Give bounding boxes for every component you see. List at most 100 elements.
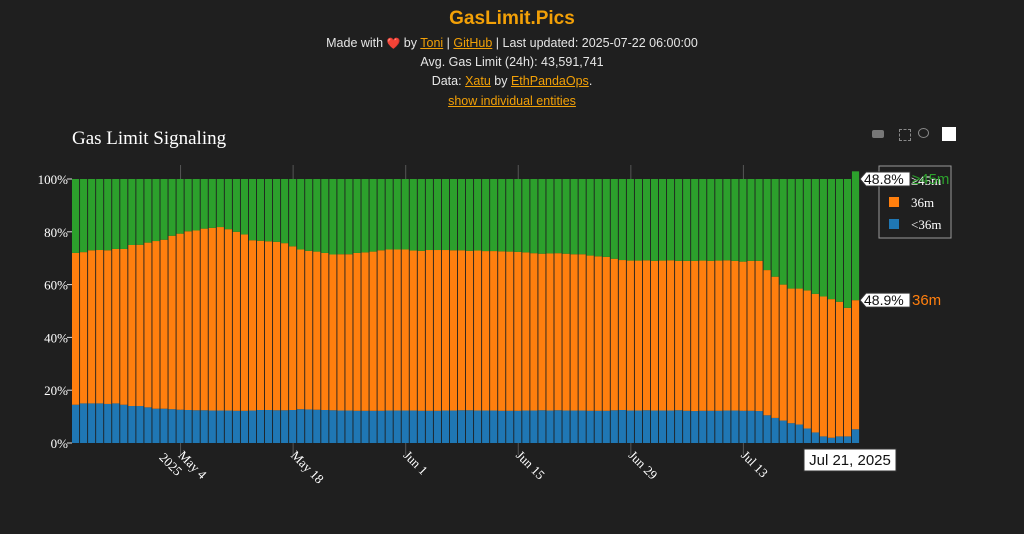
bar-below-36m: [128, 406, 136, 443]
bar-below-36m: [658, 410, 667, 443]
bar-below-36m: [811, 432, 819, 443]
x-tick-label: May 42025: [156, 439, 210, 493]
github-link[interactable]: GitHub: [453, 36, 493, 50]
box-select-icon[interactable]: [899, 129, 911, 141]
bar-36m: [449, 250, 458, 411]
bar-36m: [699, 260, 707, 411]
bar-below-36m: [361, 410, 369, 443]
bar-below-36m: [723, 410, 731, 443]
bar-36m: [88, 250, 96, 404]
hover-mid-label: 36m: [912, 292, 941, 309]
bar-below-36m: [835, 436, 844, 443]
bar-ge-45m: [650, 179, 659, 261]
bar-36m: [610, 258, 618, 411]
bar-below-36m: [506, 410, 514, 443]
bar-ge-45m: [691, 179, 699, 261]
bar-36m: [96, 250, 104, 404]
legend-swatch: [889, 219, 899, 229]
bar-ge-45m: [538, 179, 546, 254]
separator: |: [495, 36, 500, 50]
bar-36m: [248, 240, 257, 411]
bar-ge-45m: [546, 179, 554, 254]
bar-below-36m: [570, 410, 578, 443]
bar-ge-45m: [289, 179, 297, 247]
bar-36m: [208, 227, 216, 411]
bar-below-36m: [104, 403, 112, 443]
bar-36m: [739, 261, 747, 411]
x-tick-label: Jun 1: [401, 448, 431, 478]
bar-ge-45m: [602, 179, 610, 257]
bar-36m: [377, 250, 385, 411]
bar-below-36m: [618, 410, 626, 443]
bar-ge-45m: [112, 179, 120, 249]
bar-ge-45m: [329, 179, 337, 255]
xatu-link[interactable]: Xatu: [465, 74, 491, 88]
bar-36m: [562, 253, 570, 411]
show-individual-entities-link[interactable]: show individual entities: [448, 94, 576, 108]
bar-ge-45m: [642, 179, 651, 261]
bar-36m: [747, 260, 755, 411]
y-tick-label: 0%: [51, 436, 69, 451]
bar-below-36m: [409, 410, 417, 443]
lasso-icon[interactable]: [918, 128, 929, 138]
bar-36m: [530, 253, 538, 411]
bar-36m: [353, 252, 361, 411]
bar-below-36m: [763, 415, 771, 443]
bar-ge-45m: [835, 179, 844, 302]
bar-below-36m: [457, 410, 466, 443]
bar-36m: [650, 260, 659, 411]
bar-ge-45m: [393, 179, 401, 250]
bar-36m: [409, 250, 417, 411]
bar-ge-45m: [305, 179, 313, 251]
hover-top-value: 48.8%: [864, 171, 904, 187]
bar-below-36m: [112, 403, 120, 443]
bar-below-36m: [441, 410, 450, 443]
bar-36m: [136, 244, 144, 407]
bar-ge-45m: [377, 179, 385, 251]
hover-top-tag: [859, 171, 911, 187]
ethpandaops-link[interactable]: EthPandaOps: [510, 74, 589, 88]
site-title[interactable]: GasLimit.Pics: [449, 8, 575, 29]
bar-ge-45m: [683, 179, 691, 261]
camera-icon[interactable]: [872, 130, 884, 138]
heart-icon: ❤️: [386, 38, 401, 50]
bar-ge-45m: [385, 179, 393, 250]
toni-link[interactable]: Toni: [420, 36, 444, 50]
x-tick-label: May 18: [288, 448, 327, 487]
x-tick-label: Jun 29: [626, 448, 661, 483]
bar-ge-45m: [707, 179, 715, 261]
bar-36m: [152, 241, 160, 409]
hover-date-label: Jul 21, 2025: [809, 452, 891, 469]
legend-swatch: [889, 197, 899, 207]
bar-36m: [490, 251, 498, 411]
bar-ge-45m: [361, 179, 369, 253]
bar-below-36m: [562, 410, 570, 443]
bar-below-36m: [136, 406, 144, 443]
bar-36m: [313, 251, 321, 410]
bar-36m: [128, 245, 136, 407]
bar-ge-45m: [208, 179, 216, 228]
bar-ge-45m: [610, 179, 618, 259]
bar-ge-45m: [345, 179, 353, 255]
bar-ge-45m: [699, 179, 707, 261]
bar-below-36m: [264, 410, 273, 443]
y-tick-label: 80%: [44, 225, 68, 240]
bar-below-36m: [554, 410, 562, 443]
legend-label: <36m: [911, 217, 941, 232]
bar-ge-45m: [353, 179, 361, 253]
bar-below-36m: [522, 410, 530, 443]
bar-36m: [168, 235, 176, 410]
bar-below-36m: [474, 410, 482, 443]
bar-ge-45m: [409, 179, 417, 251]
bar-below-36m: [337, 410, 345, 443]
bar-ge-45m: [184, 179, 192, 232]
bar-below-36m: [345, 410, 353, 443]
bar-ge-45m: [514, 179, 522, 252]
bar-36m: [369, 251, 377, 411]
bar-ge-45m: [297, 179, 305, 250]
by-text: by: [403, 36, 417, 50]
bar-ge-45m: [771, 179, 779, 277]
bar-ge-45m: [626, 179, 634, 261]
plotly-logo-icon[interactable]: [942, 127, 956, 141]
bar-ge-45m: [763, 179, 771, 271]
